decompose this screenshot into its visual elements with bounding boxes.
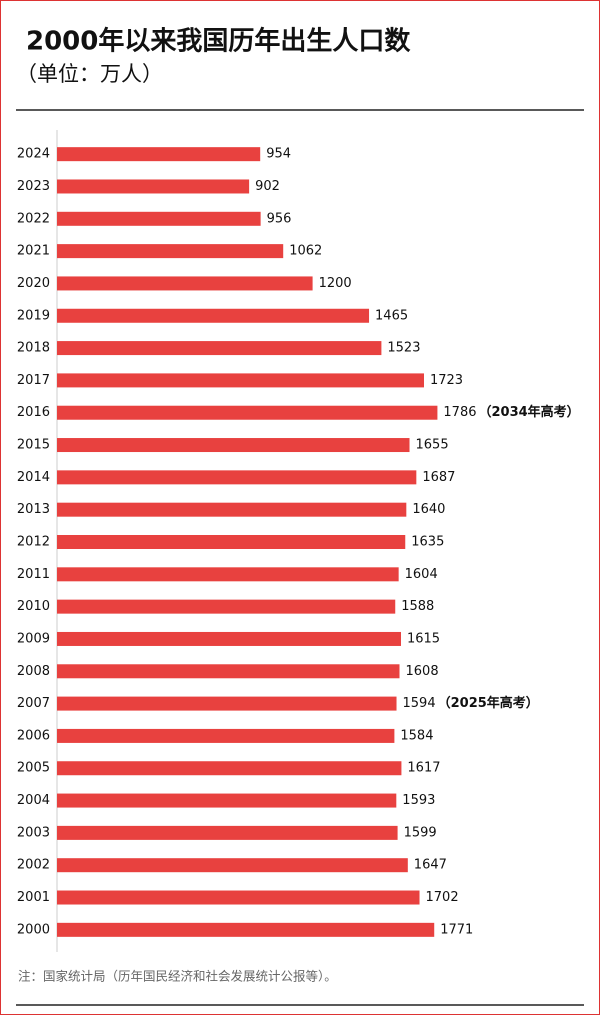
- value-label: 1523: [387, 341, 420, 356]
- y-tick-label: 2018: [17, 341, 50, 356]
- value-label: 1723: [430, 373, 463, 388]
- bar: [57, 728, 395, 743]
- bar: [57, 696, 397, 711]
- value-label: 1608: [406, 664, 439, 679]
- y-tick-label: 2009: [17, 631, 50, 646]
- bar: [57, 825, 398, 840]
- bar: [57, 890, 420, 905]
- y-tick-label: 2020: [17, 276, 50, 291]
- bar: [57, 922, 435, 937]
- bar: [57, 599, 396, 614]
- y-tick-label: 2007: [17, 696, 50, 711]
- value-label: 1465: [375, 308, 408, 323]
- value-label: 1702: [426, 890, 459, 905]
- value-label: 902: [255, 179, 280, 194]
- footnote: 注：国家统计局（历年国民经济和社会发展统计公报等）。: [18, 969, 337, 984]
- value-label: 1594: [403, 696, 436, 711]
- value-label: 1640: [412, 502, 445, 517]
- value-label: 1617: [407, 761, 440, 776]
- bar: [57, 308, 370, 323]
- y-tick-label: 2015: [17, 438, 50, 453]
- value-label: 1687: [422, 470, 455, 485]
- y-tick-label: 2014: [17, 470, 50, 485]
- y-tick-label: 2006: [17, 728, 50, 743]
- value-label: 1771: [440, 922, 473, 937]
- value-label: 1062: [289, 244, 322, 259]
- y-tick-label: 2017: [17, 373, 50, 388]
- bar: [57, 276, 313, 291]
- value-label: 956: [267, 211, 292, 226]
- bar: [57, 244, 284, 259]
- y-tick-label: 2016: [17, 405, 50, 420]
- bar: [57, 147, 261, 162]
- value-label: 1584: [400, 728, 433, 743]
- value-label: 1599: [404, 825, 437, 840]
- y-tick-label: 2011: [17, 567, 50, 582]
- bar: [57, 858, 408, 873]
- y-tick-label: 2008: [17, 664, 50, 679]
- y-tick-label: 2019: [17, 308, 50, 323]
- bar: [57, 761, 402, 776]
- value-label: 1655: [416, 438, 449, 453]
- bar: [57, 211, 261, 226]
- bar: [57, 405, 438, 420]
- y-tick-label: 2003: [17, 825, 50, 840]
- y-tick-label: 2013: [17, 502, 50, 517]
- bar: [57, 631, 401, 646]
- value-label: 1593: [402, 793, 435, 808]
- bar: [57, 438, 410, 453]
- y-tick-label: 2012: [17, 535, 50, 550]
- bar: [57, 567, 399, 582]
- bar: [57, 535, 406, 549]
- chart-title: 2000年以来我国历年出生人口数: [26, 26, 411, 57]
- bar: [57, 341, 382, 356]
- y-tick-label: 2000: [17, 922, 50, 937]
- bar: [57, 793, 397, 808]
- value-label: 1635: [411, 535, 444, 550]
- chart-subtitle: （单位：万人）: [16, 62, 163, 86]
- value-label: 1786: [443, 405, 476, 420]
- y-tick-label: 2022: [17, 211, 50, 226]
- y-tick-label: 2002: [17, 858, 50, 873]
- value-label: 954: [266, 147, 291, 162]
- value-label: 1615: [407, 631, 440, 646]
- value-label: 1647: [414, 858, 447, 873]
- y-tick-label: 2024: [17, 147, 50, 162]
- value-label: 1604: [405, 567, 438, 582]
- value-label: 1200: [319, 276, 352, 291]
- bar: [57, 664, 400, 679]
- y-tick-label: 2005: [17, 761, 50, 776]
- y-tick-label: 2010: [17, 599, 50, 614]
- value-label: 1588: [401, 599, 434, 614]
- annotation: （2034年高考）: [479, 404, 580, 420]
- y-tick-label: 2004: [17, 793, 50, 808]
- annotation: （2025年高考）: [438, 695, 539, 711]
- y-tick-label: 2021: [17, 244, 50, 259]
- bar: [57, 470, 417, 485]
- y-tick-label: 2023: [17, 179, 50, 194]
- bar: [57, 502, 407, 517]
- bar: [57, 373, 424, 388]
- bar: [57, 179, 250, 194]
- y-tick-label: 2001: [17, 890, 50, 905]
